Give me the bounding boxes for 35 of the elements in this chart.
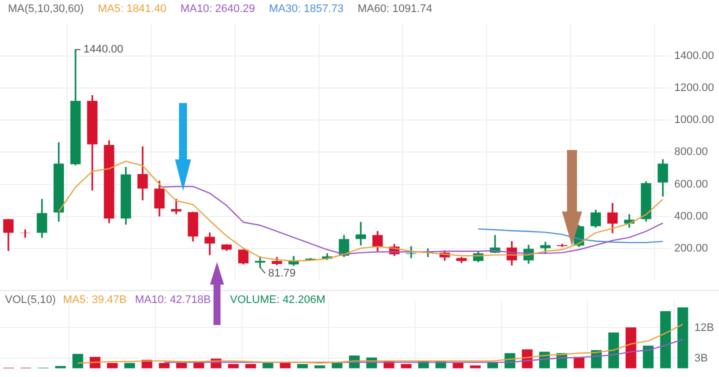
y-tick-label: 200.00 [674, 242, 708, 254]
bar [297, 364, 308, 368]
y-tick-label: 800.00 [674, 146, 708, 158]
y-tick-label: 1400.00 [674, 50, 714, 62]
bar [72, 354, 84, 368]
text: MA10: 2640.29 [180, 3, 255, 15]
bar [262, 362, 274, 368]
y-tick-label: 400.00 [674, 210, 708, 222]
text: MA5: 1841.40 [98, 3, 166, 15]
y-tick-label: 3B [694, 352, 708, 364]
bar [660, 311, 671, 368]
bar [626, 327, 636, 368]
y-tick-label: 1000.00 [674, 114, 714, 126]
bar [608, 332, 619, 368]
y-tick-label: 1200.00 [674, 82, 714, 94]
bar [158, 362, 170, 368]
text: MA10: 42.718B [135, 294, 211, 306]
chart-title: MA(5,10,30,60) [8, 3, 84, 15]
bar [107, 362, 118, 368]
bar [124, 362, 135, 368]
bar [452, 362, 464, 368]
chart-title: VOL(5,10) [5, 294, 56, 306]
bar [642, 346, 654, 368]
bar [176, 362, 187, 368]
text: MA60: 1091.74 [358, 3, 432, 15]
y-tick-label: 12B [694, 322, 714, 334]
annotation: 1440.00 [84, 44, 124, 56]
text: VOLUME: 42.206M [230, 294, 326, 306]
bar [677, 307, 688, 368]
text: MA30: 1857.73 [268, 3, 344, 15]
annotation: 81.79 [268, 267, 296, 280]
y-tick-label: 600.00 [674, 178, 708, 190]
bar [332, 362, 342, 368]
text: MA5: 39.47B [63, 294, 127, 306]
bar [280, 362, 291, 368]
